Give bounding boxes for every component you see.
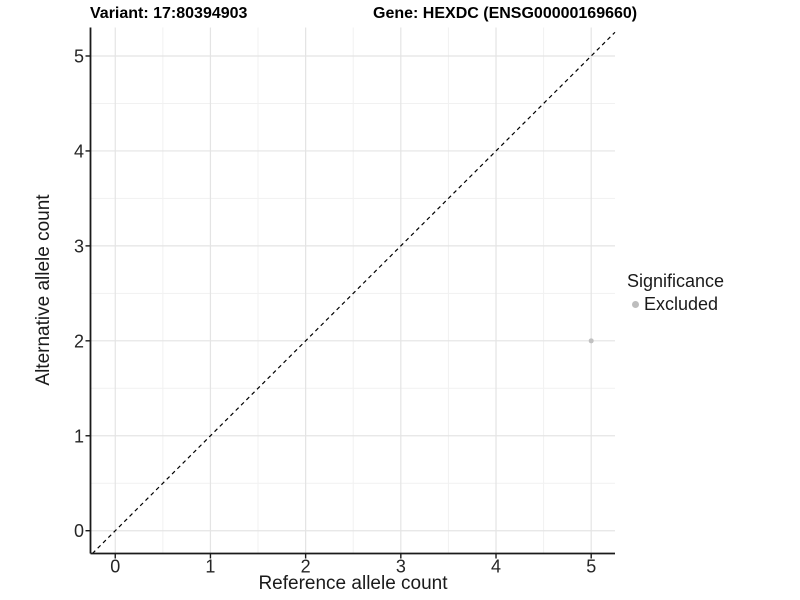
x-tick-label: 0 <box>110 557 120 577</box>
plot-title-variant: Variant: 17:80394903 <box>90 5 248 22</box>
legend-item-excluded: Excluded <box>627 293 724 315</box>
plot-title-gene: Gene: HEXDC (ENSG00000169660) <box>373 5 638 22</box>
y-tick-label: 3 <box>74 236 84 256</box>
x-tick-label: 1 <box>205 557 215 577</box>
legend-key-dot-icon <box>632 300 639 308</box>
x-axis-title: Reference allele count <box>258 573 448 594</box>
x-tick-label: 5 <box>586 557 596 577</box>
legend-item-label: Excluded <box>644 293 719 314</box>
data-point <box>588 338 594 344</box>
identity-line <box>91 31 616 554</box>
y-tick-label: 5 <box>74 46 84 66</box>
legend-title: Significance <box>627 271 725 291</box>
y-tick-label: 0 <box>74 521 84 541</box>
x-tick-label: 2 <box>301 557 311 577</box>
legend: Significance Excluded <box>627 270 724 315</box>
x-tick-label: 4 <box>491 557 501 577</box>
y-tick-label: 1 <box>74 426 84 446</box>
y-axis-title: Alternative allele count <box>33 194 54 386</box>
y-tick-label: 2 <box>74 331 84 351</box>
y-tick-label: 4 <box>74 141 84 161</box>
x-tick-label: 3 <box>396 557 406 577</box>
